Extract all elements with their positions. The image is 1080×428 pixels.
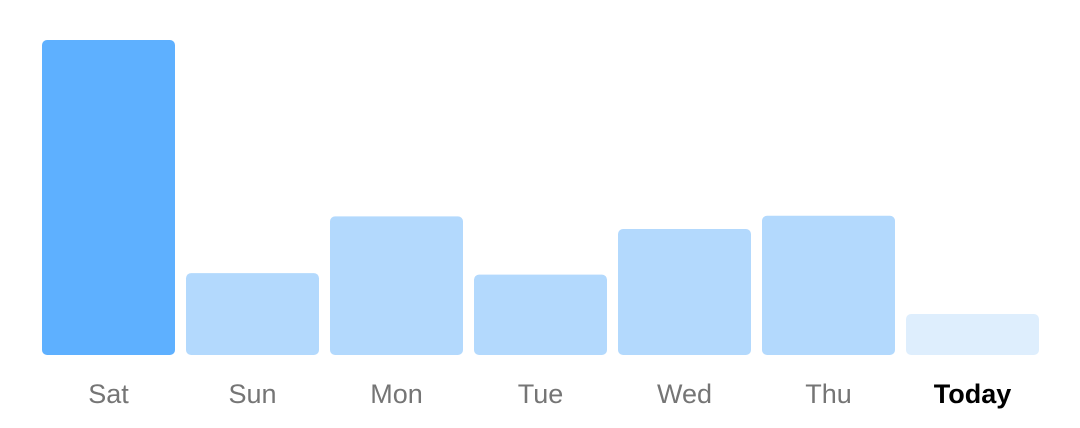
bar-wed[interactable]: [618, 229, 751, 355]
bar-mon[interactable]: [330, 216, 463, 355]
bar-sat[interactable]: [42, 40, 175, 355]
tick-label-wed: Wed: [657, 379, 712, 409]
bar-thu[interactable]: [762, 215, 895, 355]
tick-label-sun: Sun: [228, 379, 276, 409]
bar-tue[interactable]: [474, 274, 607, 355]
tick-label-today: Today: [934, 379, 1012, 409]
tick-label-thu: Thu: [805, 379, 852, 409]
bar-today[interactable]: [906, 314, 1039, 355]
bars-group: [42, 40, 1039, 355]
tick-labels-group: Sat Sun Mon Tue Wed Thu Today: [88, 379, 1011, 409]
tick-label-tue: Tue: [518, 379, 564, 409]
tick-label-sat: Sat: [88, 379, 129, 409]
tick-label-mon: Mon: [370, 379, 423, 409]
bar-sun[interactable]: [186, 273, 319, 355]
